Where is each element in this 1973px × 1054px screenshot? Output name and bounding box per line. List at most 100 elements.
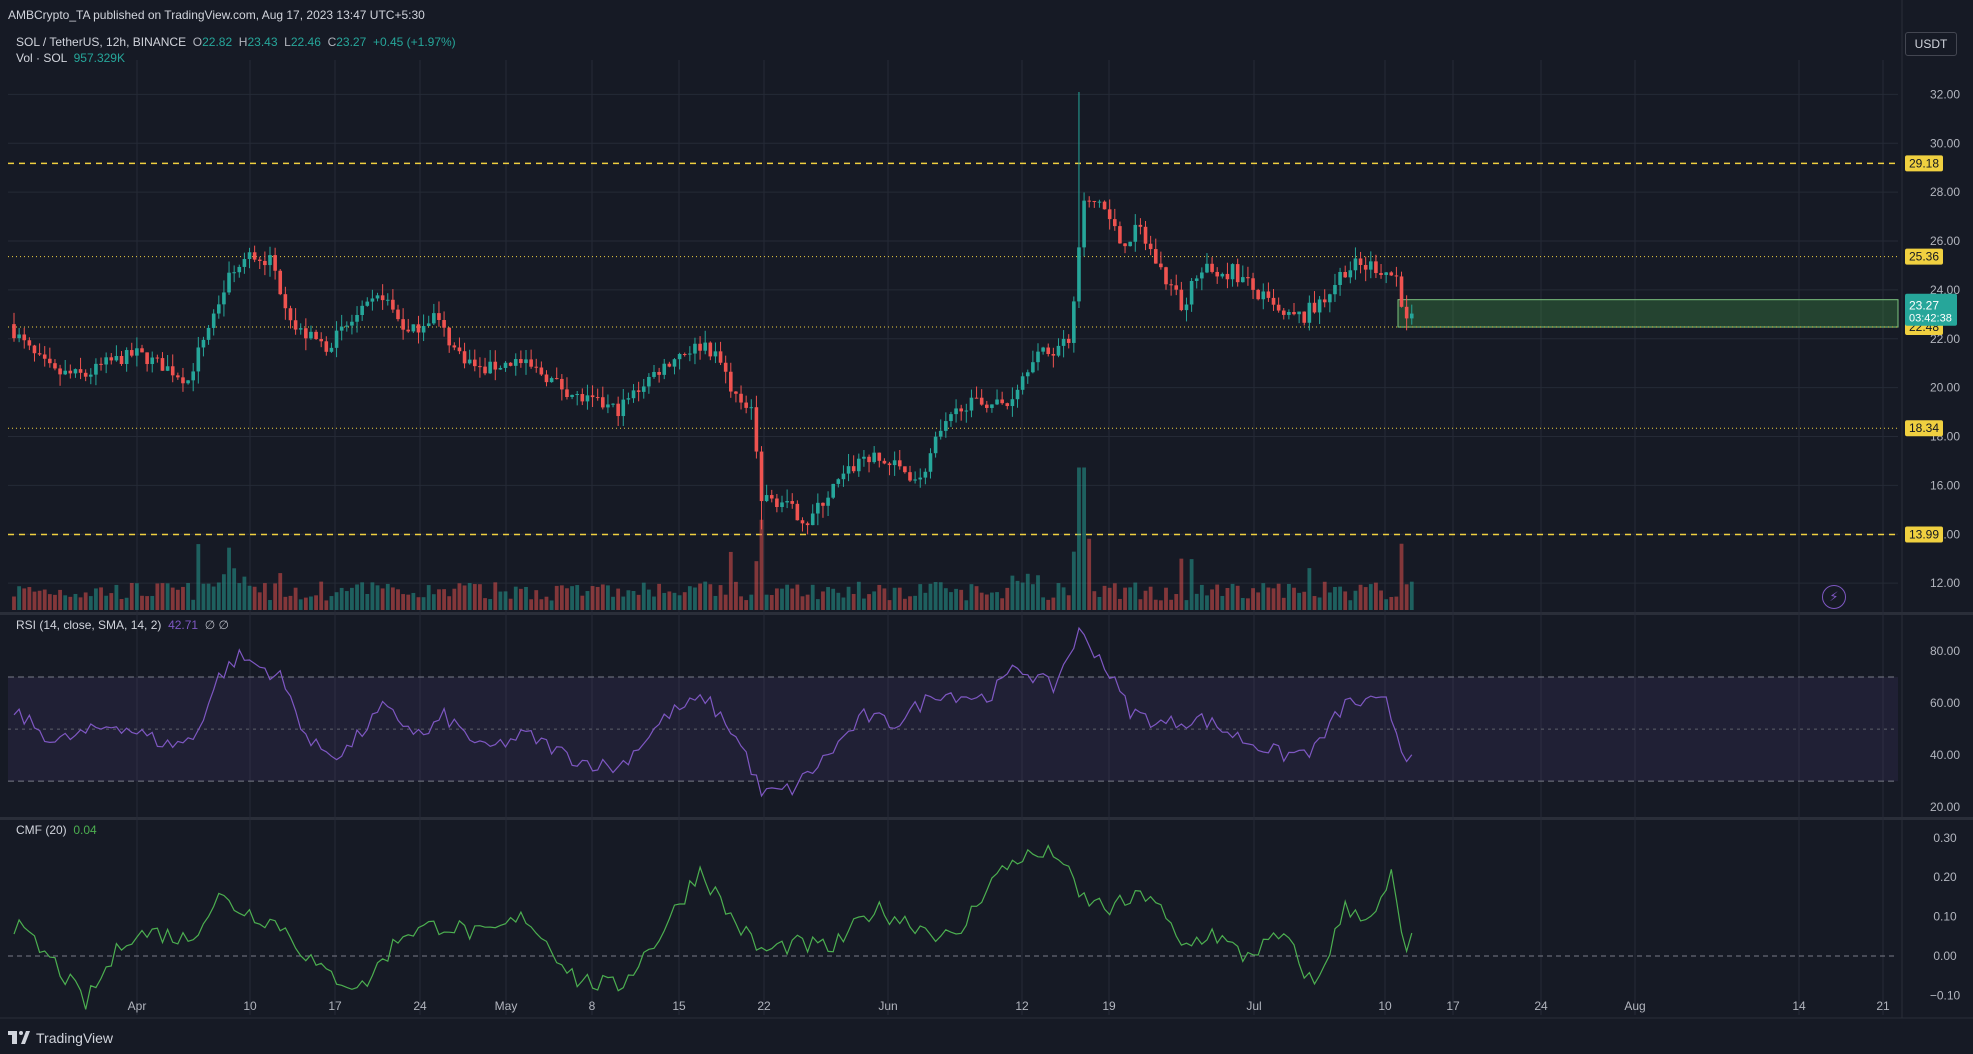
candle[interactable] (124, 350, 129, 365)
candle[interactable] (242, 259, 247, 267)
candle[interactable] (273, 255, 277, 271)
support-zone[interactable] (1397, 299, 1899, 328)
candle[interactable] (1261, 291, 1266, 300)
candle[interactable] (862, 456, 866, 459)
candle[interactable] (488, 361, 492, 374)
candle[interactable] (1307, 302, 1312, 323)
candle[interactable] (12, 324, 16, 339)
candle[interactable] (503, 362, 508, 368)
candle[interactable] (565, 389, 569, 398)
candle[interactable] (1205, 263, 1209, 273)
candle[interactable] (657, 371, 661, 375)
rsi-line[interactable] (13, 626, 1413, 798)
candle[interactable] (1266, 291, 1271, 298)
cmf-label[interactable]: CMF (20) (16, 823, 67, 837)
candle[interactable] (723, 362, 728, 372)
candle[interactable] (452, 345, 457, 348)
candle[interactable] (1404, 306, 1409, 319)
candle[interactable] (196, 347, 201, 372)
candle[interactable] (1184, 304, 1189, 311)
candle[interactable] (329, 347, 334, 352)
candle[interactable] (821, 502, 825, 506)
candle[interactable] (549, 378, 554, 383)
candle[interactable] (667, 363, 672, 367)
candle[interactable] (63, 370, 67, 375)
candle[interactable] (887, 463, 892, 466)
candle[interactable] (990, 404, 994, 408)
candle[interactable] (298, 328, 303, 330)
candle[interactable] (1174, 285, 1179, 290)
candle[interactable] (145, 352, 149, 365)
candle[interactable] (816, 502, 820, 514)
candle[interactable] (611, 403, 615, 405)
candle[interactable] (959, 408, 963, 412)
candle[interactable] (544, 374, 549, 383)
candle[interactable] (1302, 311, 1307, 323)
candle[interactable] (636, 390, 641, 392)
candle[interactable] (94, 363, 98, 375)
candle[interactable] (42, 354, 47, 359)
candle[interactable] (1061, 338, 1066, 346)
candle[interactable] (672, 359, 677, 367)
candle[interactable] (416, 324, 421, 333)
candle[interactable] (1051, 354, 1056, 356)
candle[interactable] (985, 404, 989, 408)
candle[interactable] (590, 395, 595, 398)
candle[interactable] (867, 456, 871, 463)
candle[interactable] (1241, 277, 1245, 283)
candle[interactable] (1015, 389, 1020, 400)
candle[interactable] (1200, 272, 1204, 279)
candle[interactable] (437, 313, 441, 321)
candle[interactable] (744, 402, 748, 408)
tradingview-logo[interactable]: TradingView (8, 1030, 113, 1046)
candle[interactable] (1297, 311, 1301, 315)
candle[interactable] (498, 367, 503, 370)
candle[interactable] (913, 479, 917, 481)
candle[interactable] (964, 410, 969, 412)
candle[interactable] (1348, 270, 1353, 278)
candle[interactable] (17, 334, 21, 339)
candle[interactable] (769, 495, 774, 499)
candle[interactable] (1077, 247, 1081, 302)
candle[interactable] (780, 502, 784, 508)
candle[interactable] (621, 399, 626, 417)
candle[interactable] (1317, 299, 1322, 313)
candle[interactable] (1322, 299, 1327, 303)
candle[interactable] (1025, 372, 1030, 377)
candle[interactable] (206, 327, 211, 340)
candle[interactable] (186, 380, 190, 384)
candle[interactable] (252, 252, 257, 260)
volume-label[interactable]: Vol · SOL (16, 51, 67, 65)
candle[interactable] (595, 397, 600, 399)
candle[interactable] (560, 378, 564, 390)
candle[interactable] (181, 377, 185, 384)
candle[interactable] (1153, 249, 1158, 264)
candle[interactable] (22, 334, 27, 341)
candle[interactable] (247, 252, 252, 260)
candle[interactable] (1369, 261, 1373, 270)
candle[interactable] (73, 369, 78, 374)
candle[interactable] (1113, 219, 1117, 227)
candle[interactable] (734, 391, 738, 394)
candle[interactable] (391, 299, 395, 310)
candle[interactable] (729, 371, 733, 392)
candle[interactable] (1292, 311, 1296, 315)
candle[interactable] (652, 371, 656, 377)
candle[interactable] (104, 357, 108, 365)
candle[interactable] (1087, 200, 1091, 202)
candle[interactable] (575, 394, 579, 396)
candle[interactable] (554, 378, 559, 380)
candle[interactable] (703, 342, 707, 351)
candle[interactable] (432, 313, 436, 324)
candle[interactable] (713, 351, 718, 357)
candle[interactable] (790, 501, 795, 504)
candle[interactable] (631, 390, 636, 399)
rsi-label[interactable]: RSI (14, close, SMA, 14, 2) (16, 618, 162, 632)
candle[interactable] (647, 376, 651, 387)
candle[interactable] (1159, 263, 1163, 268)
candle[interactable] (923, 471, 928, 478)
candle[interactable] (114, 355, 119, 361)
candle[interactable] (1225, 273, 1230, 280)
candle[interactable] (969, 397, 974, 411)
lightning-icon[interactable]: ⚡ (1822, 585, 1846, 609)
